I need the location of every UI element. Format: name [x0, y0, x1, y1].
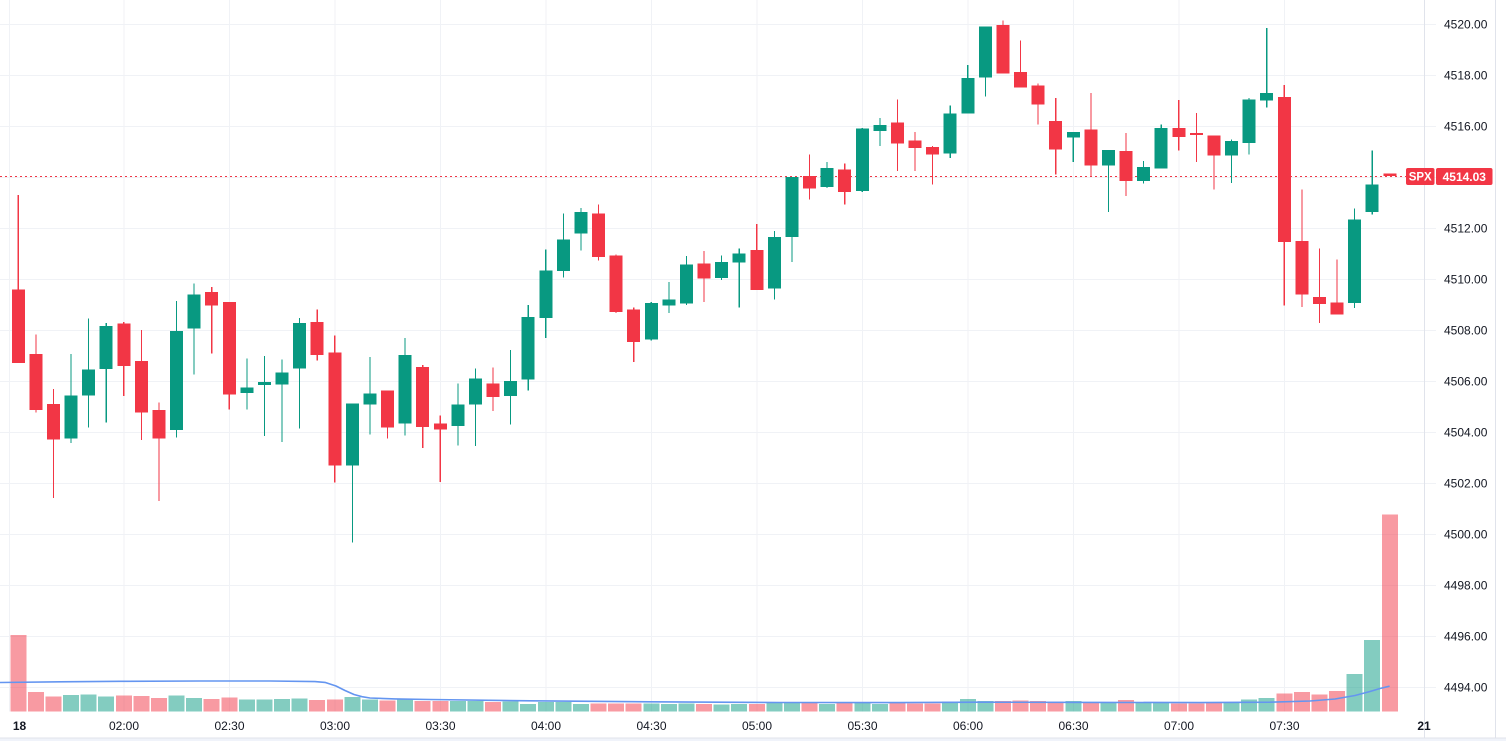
svg-text:4508.00: 4508.00 — [1444, 323, 1488, 337]
svg-text:05:30: 05:30 — [847, 719, 877, 733]
svg-text:06:00: 06:00 — [953, 719, 983, 733]
svg-text:4516.00: 4516.00 — [1444, 119, 1488, 133]
svg-text:02:00: 02:00 — [109, 719, 139, 733]
svg-text:07:00: 07:00 — [1164, 719, 1194, 733]
svg-text:18: 18 — [13, 719, 27, 733]
svg-text:4498.00: 4498.00 — [1444, 578, 1488, 592]
svg-text:4520.00: 4520.00 — [1444, 17, 1488, 31]
svg-text:07:30: 07:30 — [1269, 719, 1299, 733]
svg-text:4494.00: 4494.00 — [1444, 680, 1488, 694]
svg-text:4506.00: 4506.00 — [1444, 374, 1488, 388]
svg-text:4496.00: 4496.00 — [1444, 629, 1488, 643]
svg-text:4500.00: 4500.00 — [1444, 527, 1488, 541]
svg-text:4518.00: 4518.00 — [1444, 68, 1488, 82]
svg-text:03:00: 03:00 — [320, 719, 350, 733]
svg-text:21: 21 — [1417, 719, 1431, 733]
svg-text:4514.03: 4514.03 — [1443, 170, 1487, 184]
svg-text:4504.00: 4504.00 — [1444, 425, 1488, 439]
svg-text:4510.00: 4510.00 — [1444, 272, 1488, 286]
svg-text:03:30: 03:30 — [425, 719, 455, 733]
svg-text:SPX: SPX — [1409, 172, 1432, 184]
svg-text:02:30: 02:30 — [214, 719, 244, 733]
svg-text:4512.00: 4512.00 — [1444, 221, 1488, 235]
svg-text:04:00: 04:00 — [531, 719, 561, 733]
svg-text:04:30: 04:30 — [636, 719, 666, 733]
svg-text:05:00: 05:00 — [742, 719, 772, 733]
svg-text:4502.00: 4502.00 — [1444, 476, 1488, 490]
svg-text:06:30: 06:30 — [1058, 719, 1088, 733]
